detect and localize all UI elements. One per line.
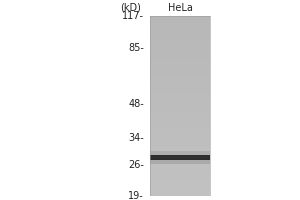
Text: 117-: 117- xyxy=(122,11,144,21)
Bar xyxy=(150,155,210,160)
Text: 85-: 85- xyxy=(128,43,144,53)
Text: HeLa: HeLa xyxy=(168,3,192,13)
Text: (kD): (kD) xyxy=(120,3,141,13)
Text: 19-: 19- xyxy=(128,191,144,200)
Bar xyxy=(150,151,210,156)
Text: 26-: 26- xyxy=(128,160,144,170)
Bar xyxy=(150,159,210,164)
Text: 34-: 34- xyxy=(128,133,144,143)
Text: 48-: 48- xyxy=(128,99,144,109)
